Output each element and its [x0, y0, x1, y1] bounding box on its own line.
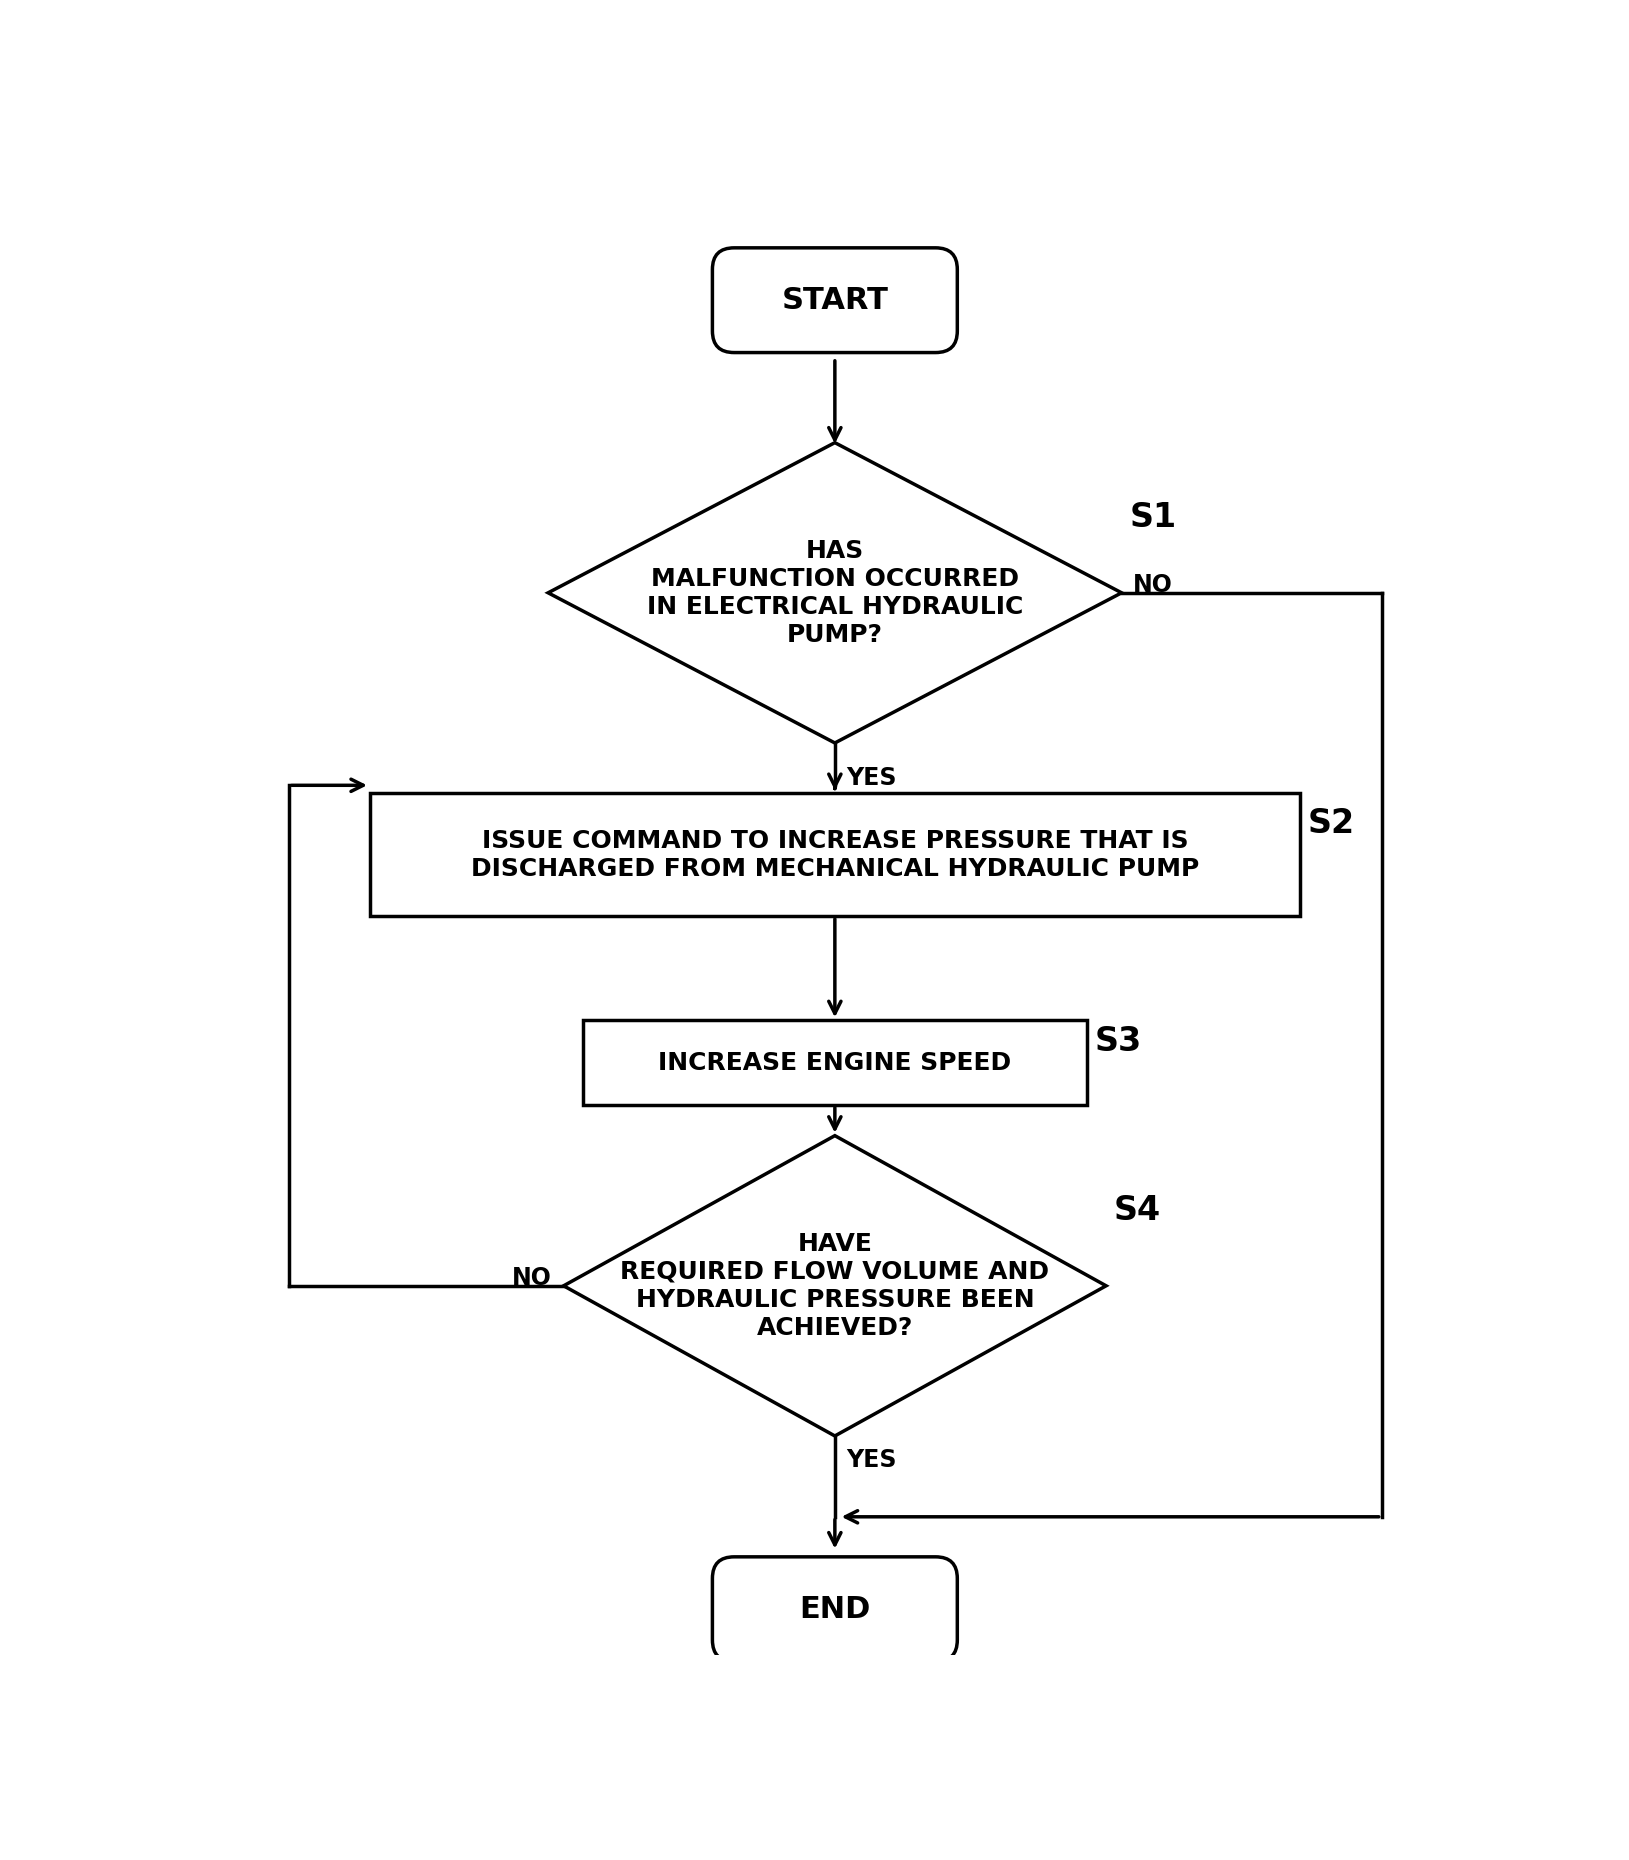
- Text: S2: S2: [1308, 807, 1355, 841]
- Text: YES: YES: [847, 766, 898, 790]
- Bar: [583, 1019, 1087, 1105]
- Polygon shape: [564, 1136, 1106, 1436]
- Text: S4: S4: [1114, 1194, 1161, 1228]
- FancyBboxPatch shape: [712, 247, 958, 353]
- Text: START: START: [782, 286, 888, 314]
- Text: ISSUE COMMAND TO INCREASE PRESSURE THAT IS
DISCHARGED FROM MECHANICAL HYDRAULIC : ISSUE COMMAND TO INCREASE PRESSURE THAT …: [471, 830, 1199, 880]
- Bar: [370, 792, 1300, 917]
- Text: HAVE
REQUIRED FLOW VOLUME AND
HYDRAULIC PRESSURE BEEN
ACHIEVED?: HAVE REQUIRED FLOW VOLUME AND HYDRAULIC …: [621, 1231, 1049, 1339]
- Text: YES: YES: [847, 1447, 898, 1471]
- Text: HAS
MALFUNCTION OCCURRED
IN ELECTRICAL HYDRAULIC
PUMP?: HAS MALFUNCTION OCCURRED IN ELECTRICAL H…: [647, 539, 1023, 647]
- Text: NO: NO: [512, 1267, 552, 1291]
- Text: S1: S1: [1129, 500, 1176, 534]
- Text: NO: NO: [1134, 573, 1173, 597]
- Text: END: END: [800, 1594, 870, 1624]
- FancyBboxPatch shape: [712, 1557, 958, 1661]
- Text: S3: S3: [1095, 1025, 1142, 1058]
- Text: INCREASE ENGINE SPEED: INCREASE ENGINE SPEED: [658, 1051, 1012, 1075]
- Polygon shape: [547, 443, 1122, 742]
